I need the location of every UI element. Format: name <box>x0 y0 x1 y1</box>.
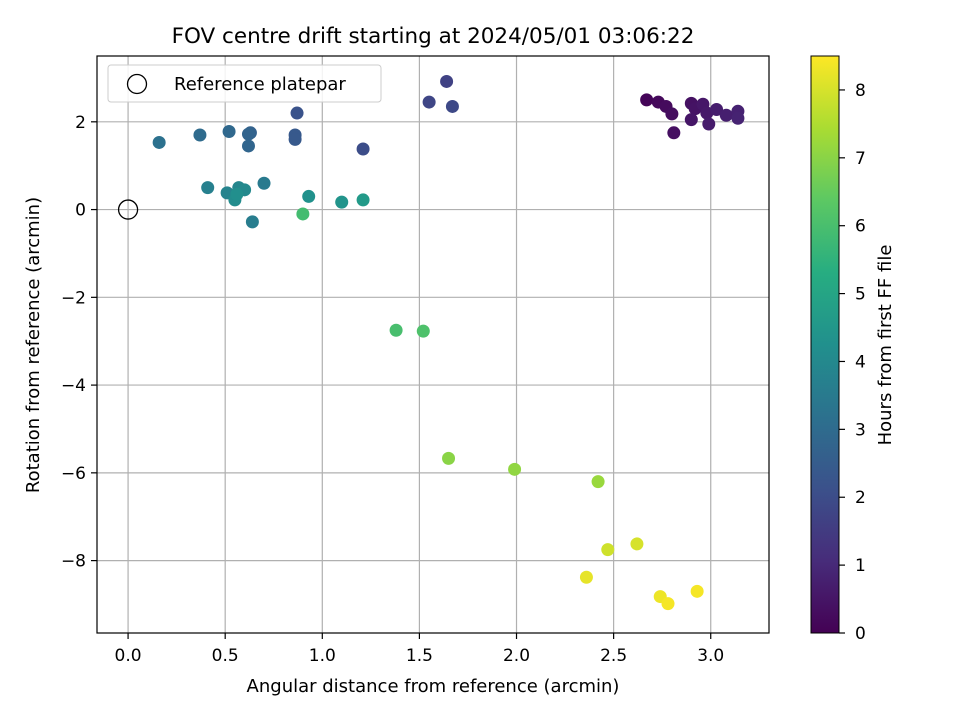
data-point <box>302 189 316 203</box>
data-point <box>665 107 679 121</box>
reference-platepar-marker <box>117 199 139 220</box>
data-point <box>422 95 436 109</box>
colorbar: 0 1 2 3 4 5 6 7 8 Hours from first FF file <box>810 55 896 644</box>
x-tick-label: 1.0 <box>309 646 336 666</box>
y-axis-ticks: −8 −6 −4 −2 0 2 <box>61 113 97 572</box>
data-point <box>601 543 615 557</box>
y-tick-label: 0 <box>75 201 86 221</box>
colorbar-tick-label: 1 <box>855 556 866 576</box>
data-point <box>356 193 370 207</box>
x-tick-label: 0.5 <box>212 646 239 666</box>
data-point <box>290 106 304 120</box>
colorbar-tick-label: 0 <box>855 624 866 644</box>
data-point <box>440 74 454 88</box>
data-point <box>201 181 215 195</box>
data-point <box>152 135 166 149</box>
colorbar-gradient <box>810 55 840 634</box>
colorbar-tick-label: 4 <box>855 352 866 372</box>
data-point <box>719 108 733 122</box>
colorbar-tick-label: 7 <box>855 149 866 169</box>
reference-marker-layer <box>117 199 139 220</box>
x-axis-label: Angular distance from reference (arcmin) <box>247 676 620 697</box>
data-point <box>193 128 207 142</box>
data-point <box>257 176 271 190</box>
data-point <box>288 132 302 146</box>
colorbar-tick-label: 5 <box>855 285 866 305</box>
data-point <box>640 93 654 107</box>
data-point <box>661 597 675 611</box>
data-point <box>445 99 459 113</box>
data-point <box>222 124 236 138</box>
data-point <box>630 537 644 551</box>
data-point <box>389 323 403 337</box>
legend-box <box>107 64 382 103</box>
data-point <box>690 584 704 598</box>
data-point <box>579 570 593 584</box>
data-point <box>296 207 310 221</box>
legend: Reference platepar <box>107 64 382 103</box>
colorbar-tick-label: 3 <box>855 420 866 440</box>
x-tick-label: 0.0 <box>115 646 142 666</box>
chart-title: FOV centre drift starting at 2024/05/01 … <box>172 24 695 49</box>
y-tick-label: −6 <box>61 464 86 484</box>
data-point <box>710 103 724 117</box>
data-point <box>442 451 456 465</box>
data-point <box>684 113 698 127</box>
data-point <box>241 127 255 141</box>
x-tick-label: 2.5 <box>600 646 627 666</box>
data-point <box>245 215 259 229</box>
colorbar-tick-label: 6 <box>855 217 866 237</box>
data-point <box>702 117 716 131</box>
x-tick-label: 2.0 <box>503 646 530 666</box>
grid-lines <box>97 56 769 633</box>
data-point <box>356 142 370 156</box>
data-point <box>731 111 745 125</box>
plot-frame <box>96 55 770 634</box>
y-tick-label: −2 <box>61 288 86 308</box>
data-point <box>335 195 349 209</box>
data-point <box>591 475 605 489</box>
data-point <box>667 126 681 140</box>
data-point <box>416 324 430 338</box>
colorbar-tick-label: 2 <box>855 488 866 508</box>
data-point <box>230 187 244 201</box>
legend-reference-marker <box>126 73 148 95</box>
y-axis-label: Rotation from reference (arcmin) <box>23 197 44 493</box>
data-points <box>152 74 745 611</box>
colorbar-label: Hours from first FF file <box>875 245 896 446</box>
y-tick-label: −8 <box>61 552 86 572</box>
colorbar-ticks: 0 1 2 3 4 5 6 7 8 <box>839 81 866 644</box>
x-tick-label: 3.0 <box>697 646 724 666</box>
data-point <box>241 139 255 153</box>
data-point <box>508 462 522 476</box>
y-tick-label: −4 <box>61 376 86 396</box>
y-tick-label: 2 <box>75 113 86 133</box>
x-axis-ticks: 0.0 0.5 1.0 1.5 2.0 2.5 3.0 <box>115 633 724 666</box>
colorbar-tick-label: 8 <box>855 81 866 101</box>
x-tick-label: 1.5 <box>406 646 433 666</box>
legend-label: Reference platepar <box>174 74 346 95</box>
